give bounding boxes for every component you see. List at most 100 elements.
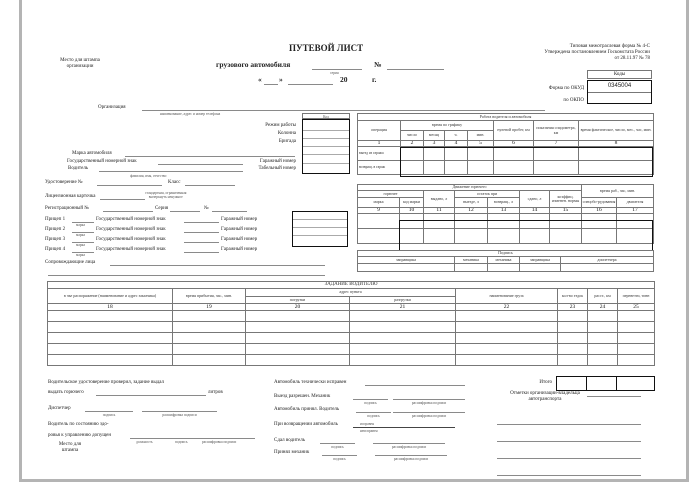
- col-number: 20: [245, 303, 350, 311]
- trailer-make-field: [72, 222, 94, 223]
- fuel-issue-field: [96, 395, 206, 396]
- year-label: 20: [340, 75, 348, 84]
- trailer-label: Прицеп 4: [45, 247, 66, 252]
- license-field: [97, 185, 162, 186]
- organization-caption: наименование, адрес и номер телефона: [160, 112, 221, 116]
- exit-row-label: выезд из гаража: [357, 146, 401, 161]
- license-card-caption: стандартная, ограниченная вычеркнуть нену…: [145, 191, 187, 199]
- brand-code-header: код марки: [399, 197, 424, 208]
- trailer-code-box: [292, 211, 348, 247]
- plate-label: Государственный номерной знак: [67, 159, 137, 164]
- operation-header: операция: [357, 120, 401, 141]
- dispatcher-sign-field: [85, 411, 133, 412]
- work-time-header: время раб., час, мин.: [581, 184, 655, 198]
- trailer-make-caption: марка: [76, 253, 85, 257]
- signature-decode-field: [375, 455, 447, 456]
- escorts-field: [110, 265, 325, 266]
- owner-marks-line: [497, 441, 641, 442]
- signer-label: диспетчера: [560, 256, 654, 264]
- driver-label: Водитель: [68, 166, 89, 171]
- vehicle-make-label: Марка автомобиля: [72, 151, 112, 156]
- codes-label: Коды: [613, 72, 626, 77]
- brand-header: марка: [357, 197, 400, 208]
- month-header: месяц: [423, 130, 445, 141]
- tab-number-label: Табельный номер: [258, 166, 296, 171]
- task-row: [47, 332, 656, 344]
- task-row: [47, 310, 656, 322]
- series-caption: серия: [330, 71, 339, 75]
- signer-label: заправщика: [519, 256, 561, 264]
- code-header: Код: [302, 113, 350, 119]
- on-return-field: [353, 427, 455, 428]
- work-table-title: Работа водителя и автомобиля: [356, 113, 655, 121]
- trips-header: кол-во ездок: [557, 288, 588, 304]
- trailer-plate-field: [184, 232, 219, 233]
- driver-caption: фамилия, имя, отчество: [130, 174, 167, 178]
- coef-header: коэффиц. изменен. нормы: [548, 190, 583, 208]
- handed-driver-label: Сдал водитель: [274, 438, 305, 443]
- trailer-plate-label: Государственный номерной знак: [96, 227, 166, 232]
- arrival-header: время прибытия, час., мин.: [172, 288, 246, 304]
- total-label: Итого: [539, 380, 552, 385]
- work-mode-label: Режим работы: [265, 123, 296, 128]
- col-number: 21: [349, 303, 456, 311]
- signature-decode-field: [373, 443, 445, 444]
- trailer-plate-field: [184, 252, 219, 253]
- day-header: число: [400, 130, 424, 141]
- year-suffix: г.: [372, 75, 377, 84]
- signature-caption: подпись: [102, 413, 116, 417]
- page-subtitle: грузового автомобиля: [216, 60, 291, 69]
- tech-ok-label: Автомобиль технически исправен: [274, 380, 347, 385]
- license-card-field: [100, 199, 145, 200]
- fuel-header: горючее: [357, 190, 424, 198]
- garage-number-label: Гаражный номер: [259, 159, 296, 164]
- accepted-mechanic-label: Принял механик: [274, 450, 310, 455]
- trailer-make-field: [72, 242, 94, 243]
- class-label: Класс: [168, 180, 181, 185]
- signature-decode-caption: расшифровка подписи: [411, 401, 447, 405]
- organization-label: Организация: [98, 105, 126, 110]
- code-label: Код: [323, 115, 329, 119]
- customer-header: в чье распоряжение (наименование и адрес…: [47, 288, 173, 304]
- trailer-garage-label: Гаражный номер: [221, 247, 258, 252]
- trailer-plate-label: Государственный номерной знак: [96, 237, 166, 242]
- total-box: [556, 376, 655, 391]
- col-number: 22: [455, 303, 558, 311]
- trailer-label: Прицеп 1: [45, 217, 66, 222]
- okpo-label: по ОКПО: [563, 98, 584, 103]
- health-label-2: ровья к управлению допущен: [48, 433, 112, 438]
- exit-allowed-label: Выезд разрешен. Механик: [274, 394, 331, 399]
- trailer-make-caption: марка: [76, 223, 85, 227]
- hour-header: ч.: [444, 130, 468, 141]
- signature-field: [320, 443, 355, 444]
- task-table: ЗАДАНИЕ ВОДИТЕЛЮ в чье распоряжение (наи…: [46, 281, 656, 366]
- col-number: 24: [587, 303, 618, 311]
- stamp-place-bottom: Место для штампа: [58, 442, 82, 453]
- license-card-label: Лицензионная карточка: [45, 194, 96, 199]
- signature-decode-caption: расшифровка подписи: [411, 414, 447, 418]
- signer-label: механика: [487, 256, 520, 264]
- remain-header: остаток при: [454, 190, 520, 198]
- tech-ok-field: [365, 385, 465, 386]
- return-row-label: возвращ. в гараж: [357, 160, 401, 175]
- fuel-data-box: [399, 220, 653, 251]
- special-header: спецобо-рудования: [581, 197, 618, 208]
- owner-marks-line: [497, 458, 641, 459]
- unloading-header: разгрузки: [349, 296, 456, 304]
- col-number: 19: [172, 303, 246, 311]
- signer-label: заправщика: [357, 256, 455, 264]
- schedule-header: время по графику: [400, 120, 494, 131]
- signature-decode-field: [393, 412, 465, 413]
- on-exit-header: выезде, л: [454, 197, 488, 208]
- signature-decode-caption: расшифровка подписи: [162, 413, 197, 417]
- org-code-box: [302, 119, 350, 174]
- owner-marks-label: Отметки организации-владельца автотранспо…: [510, 391, 580, 402]
- dispatcher-label: Диспетчер: [48, 406, 71, 411]
- trailer-make-caption: марка: [76, 243, 85, 247]
- okud-value: 0345004: [607, 83, 632, 89]
- signature-field: [353, 399, 388, 400]
- trailer-garage-label: Гаражный номер: [221, 237, 258, 242]
- zero-run-header: нулевой пробег, км: [493, 120, 534, 141]
- signature-caption: подпись: [331, 445, 344, 449]
- escorts-label: Сопровождающие лица: [45, 260, 96, 265]
